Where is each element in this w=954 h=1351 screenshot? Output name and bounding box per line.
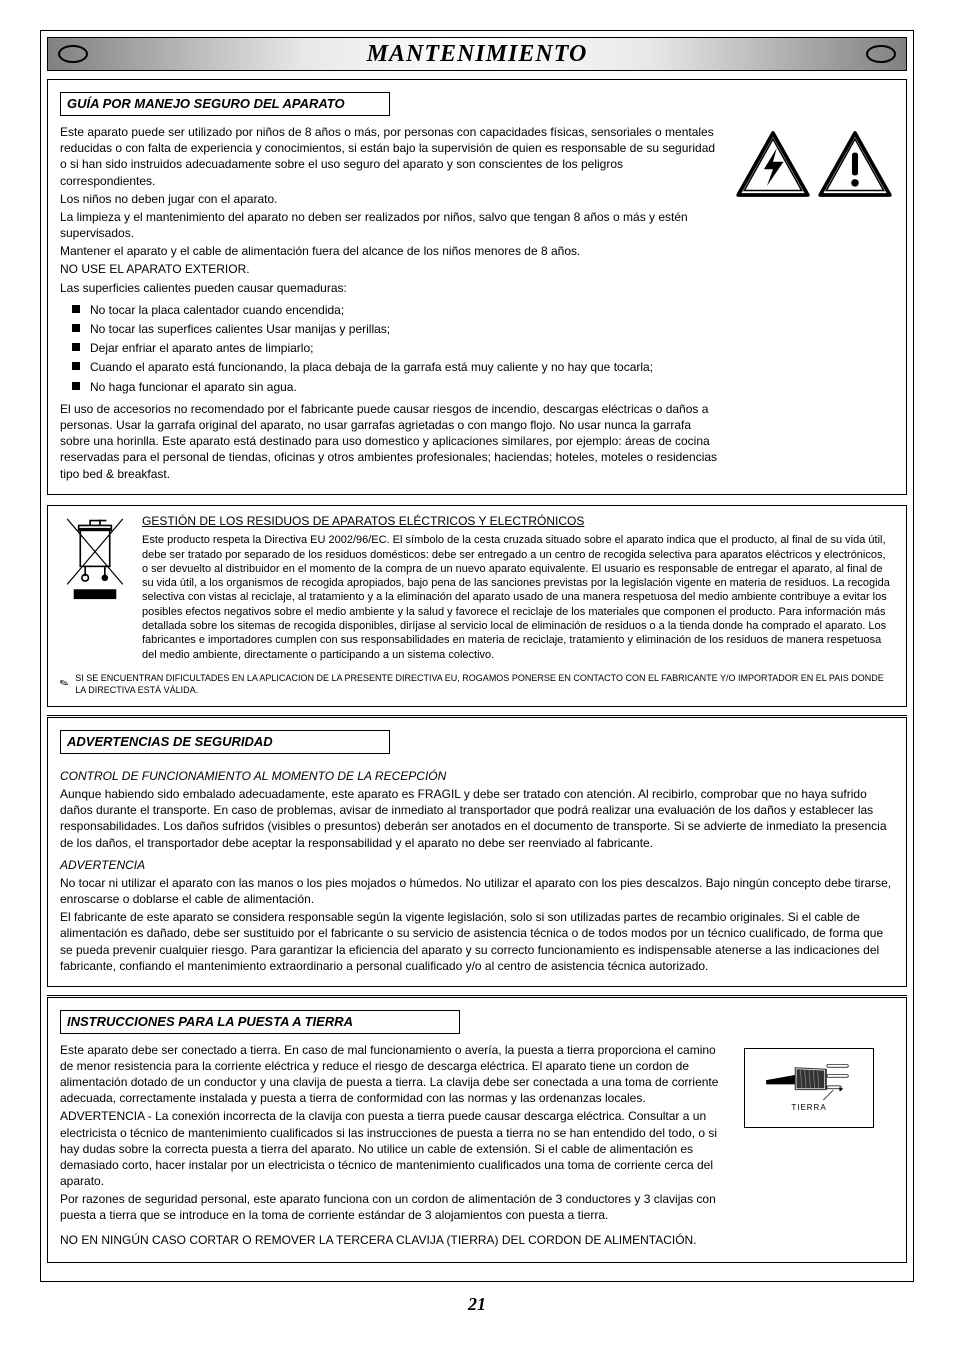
- list-item: No tocar la placa calentador cuando ence…: [72, 302, 718, 318]
- ellipse-right-icon: [866, 45, 896, 63]
- list-item: No haga funcionar el aparato sin agua.: [72, 379, 718, 395]
- subheading-reception-check: CONTROL DE FUNCIONAMIENTO AL MOMENTO DE …: [60, 768, 894, 784]
- para: Este aparato debe ser conectado a tierra…: [60, 1042, 728, 1107]
- ellipse-left-icon: [58, 45, 88, 63]
- safe-handling-body: Este aparato puede ser utilizado por niñ…: [60, 124, 718, 484]
- heading-safe-handling: GUÍA POR MANEJO SEGURO DEL APARATO: [60, 92, 390, 116]
- list-item: Dejar enfriar el aparato antes de limpia…: [72, 340, 718, 356]
- para: Los niños no deben jugar con el aparato.: [60, 191, 718, 207]
- heading-grounding: INSTRUCCIONES PARA LA PUESTA A TIERRA: [60, 1010, 460, 1034]
- list-item: Cuando el aparato está funcionando, la p…: [72, 359, 718, 375]
- para: La limpieza y el mantenimiento del apara…: [60, 209, 718, 241]
- hot-surface-bullets: No tocar la placa calentador cuando ence…: [72, 302, 718, 395]
- grounding-body: Este aparato debe ser conectado a tierra…: [60, 1042, 728, 1226]
- grounding-closing: NO EN NINGÚN CASO CORTAR O REMOVER LA TE…: [60, 1232, 894, 1248]
- para: Las superficies calientes pueden causar …: [60, 280, 718, 296]
- section-grounding: INSTRUCCIONES PARA LA PUESTA A TIERRA Es…: [47, 997, 907, 1263]
- electric-hazard-icon: [734, 130, 812, 202]
- weee-text: GESTIÓN DE LOS RESIDUOS DE APARATOS ELÉC…: [142, 514, 894, 662]
- list-item: No tocar las superfices calientes Usar m…: [72, 321, 718, 337]
- caution-icon: [816, 130, 894, 202]
- section-safe-handling: GUÍA POR MANEJO SEGURO DEL APARATO Este …: [47, 79, 907, 494]
- page-number: 21: [40, 1292, 914, 1316]
- page-frame: MANTENIMIENTO GUÍA POR MANEJO SEGURO DEL…: [40, 30, 914, 1282]
- para: Aunque habiendo sido embalado adecuadame…: [60, 786, 894, 851]
- para: El fabricante de este aparato se conside…: [60, 909, 894, 974]
- page-title: MANTENIMIENTO: [98, 38, 856, 70]
- para: No tocar ni utilizar el aparato con las …: [60, 875, 894, 907]
- weee-footnote: ✎ SI SE ENCUENTRAN DIFICULTADES EN LA AP…: [60, 672, 894, 696]
- weee-footnote-text: SI SE ENCUENTRAN DIFICULTADES EN LA APLI…: [75, 672, 894, 696]
- para: Este aparato puede ser utilizado por niñ…: [60, 124, 718, 189]
- para: Por razones de seguridad personal, este …: [60, 1191, 728, 1223]
- para: ADVERTENCIA - La conexión incorrecta de …: [60, 1108, 728, 1189]
- weee-body: Este producto respeta la Directiva EU 20…: [142, 534, 890, 660]
- warning-icon-block: [734, 124, 894, 484]
- plug-figure: TIERRA: [744, 1042, 894, 1226]
- note-icon: ✎: [58, 676, 72, 693]
- heading-safety-warnings: ADVERTENCIAS DE SEGURIDAD: [60, 730, 390, 754]
- subheading-warnings: ADVERTENCIA: [60, 857, 894, 873]
- para: El uso de accesorios no recomendado por …: [60, 401, 718, 482]
- section-safety-warnings: ADVERTENCIAS DE SEGURIDAD CONTROL DE FUN…: [47, 717, 907, 987]
- weee-bin-icon: [60, 514, 130, 608]
- title-bar: MANTENIMIENTO: [47, 37, 907, 71]
- para: NO USE EL APARATO EXTERIOR.: [60, 261, 718, 277]
- weee-title: GESTIÓN DE LOS RESIDUOS DE APARATOS ELÉC…: [142, 514, 894, 530]
- section-weee: GESTIÓN DE LOS RESIDUOS DE APARATOS ELÉC…: [47, 505, 907, 708]
- para: Mantener el aparato y el cable de alimen…: [60, 243, 718, 259]
